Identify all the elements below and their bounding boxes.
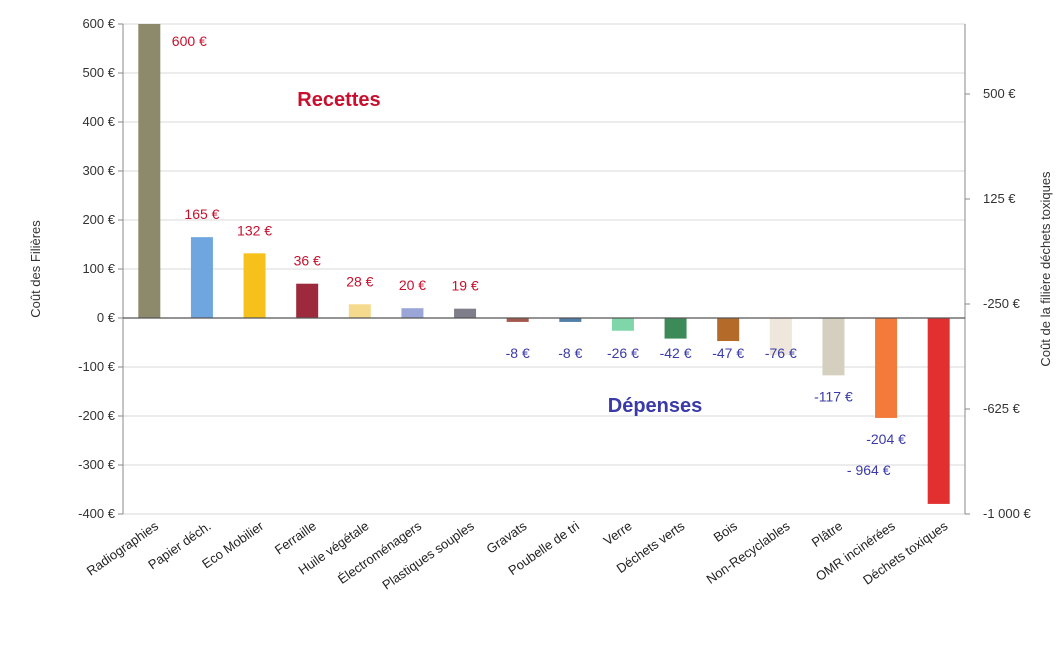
data-label: -76 €	[765, 345, 797, 361]
category-label: Ferraille	[272, 518, 319, 557]
data-label: -42 €	[660, 345, 692, 361]
bar	[769, 318, 792, 356]
bar	[348, 304, 371, 318]
y-axis-label: Coût des Filières	[28, 220, 43, 318]
bar	[559, 318, 582, 322]
data-label: -26 €	[607, 345, 639, 361]
y-tick-label: 300 €	[82, 163, 115, 178]
data-label: 600 €	[172, 33, 207, 49]
data-label: -8 €	[506, 345, 530, 361]
y-tick-label: 100 €	[82, 261, 115, 276]
data-label: -117 €	[814, 388, 853, 404]
bar	[822, 318, 845, 376]
y2-tick-label: -250 €	[983, 296, 1021, 311]
y2-tick-label: 125 €	[983, 191, 1016, 206]
y-tick-label: 200 €	[82, 212, 115, 227]
y-tick-label: 600 €	[82, 16, 115, 31]
category-label: Plâtre	[809, 518, 845, 550]
data-label: 36 €	[294, 253, 321, 269]
category-label: Gravats	[484, 518, 530, 557]
y2-tick-label: -1 000 €	[983, 506, 1031, 521]
bar	[401, 308, 424, 318]
data-label: 19 €	[451, 278, 478, 294]
y-tick-label: 0 €	[97, 310, 116, 325]
y2-tick-label: 500 €	[983, 86, 1016, 101]
bar	[717, 318, 740, 342]
y2-tick-label: -625 €	[983, 401, 1021, 416]
bar	[506, 318, 529, 322]
data-label: 132 €	[237, 222, 272, 238]
y2-axis-ticks: -1 000 € -625 € -250 € 125 € 500 €	[965, 86, 1031, 521]
data-label: -47 €	[712, 345, 744, 361]
y-tick-label: -300 €	[78, 457, 116, 472]
data-label: -8 €	[558, 345, 582, 361]
y-tick-label: -200 €	[78, 408, 116, 423]
bar	[296, 283, 319, 318]
bar	[138, 24, 161, 318]
bar	[190, 237, 213, 318]
data-label: 165 €	[184, 206, 219, 222]
data-labels: 600 € 165 € 132 € 36 € 28 € 20 € 19 € -8 € -8 € -…	[172, 33, 906, 478]
annotations: Recettes Dépenses	[297, 89, 702, 417]
y-tick-label: 500 €	[82, 65, 115, 80]
bar	[664, 318, 687, 339]
category-label: Radiographies	[84, 518, 162, 579]
y-tick-label: 400 €	[82, 114, 115, 129]
annotation-label: Recettes	[297, 89, 380, 111]
y-axis-ticks: -400 € -300 € -200 € -100 € 0 € 100 € 200 € 300…	[78, 16, 123, 521]
y2-axis-label: Coût de la filière déchets toxiques	[1038, 171, 1053, 367]
data-label: - 964 €	[847, 462, 891, 478]
category-label: Plastiques souples	[379, 518, 477, 593]
bars	[138, 24, 950, 504]
data-label: 20 €	[399, 277, 426, 293]
bar	[454, 308, 477, 318]
category-label: Verre	[601, 518, 635, 548]
bar	[243, 253, 266, 318]
bar	[611, 318, 634, 331]
bar	[875, 318, 898, 418]
data-label: 28 €	[346, 273, 373, 289]
annotation-label: Dépenses	[608, 395, 703, 417]
bar	[927, 318, 950, 504]
y-tick-label: -100 €	[78, 359, 116, 374]
category-label: Bois	[711, 518, 741, 545]
y-tick-label: -400 €	[78, 506, 116, 521]
data-label: -204 €	[866, 431, 906, 447]
